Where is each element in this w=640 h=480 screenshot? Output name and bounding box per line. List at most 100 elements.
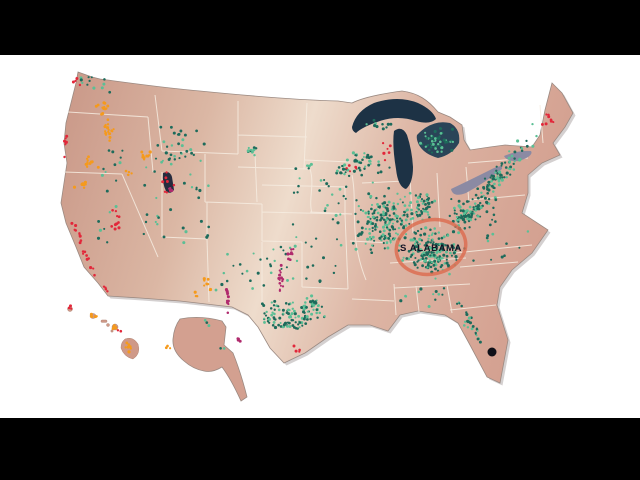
cave-dot <box>382 204 386 208</box>
cave-dot <box>369 238 372 241</box>
cave-dot <box>106 123 110 126</box>
cave-dot <box>420 212 424 215</box>
cave-dot <box>369 160 372 163</box>
cave-dot <box>335 238 339 241</box>
cave-dot <box>355 167 358 170</box>
cave-dot <box>375 218 379 222</box>
cave-dot <box>497 179 501 182</box>
cave-dot <box>476 196 480 200</box>
cave-dot <box>291 324 295 327</box>
cave-dot <box>405 257 409 260</box>
cave-dot <box>465 312 469 317</box>
cave-dot <box>385 207 389 211</box>
cave-dot <box>87 155 90 159</box>
cave-dot <box>401 259 404 262</box>
cave-dot <box>364 165 367 168</box>
cave-dot <box>425 193 429 197</box>
cave-dot <box>376 216 379 219</box>
cave-dot <box>433 259 436 263</box>
cave-dot <box>363 167 366 170</box>
cave-dot <box>486 234 490 238</box>
cave-dot <box>79 78 83 82</box>
cave-dot <box>424 131 427 134</box>
cave-dot <box>357 204 360 208</box>
cave-dot <box>82 182 86 186</box>
cave-dot <box>127 170 131 174</box>
cave-dot <box>414 194 418 197</box>
cave-dot <box>344 197 347 200</box>
cave-dot <box>490 179 493 183</box>
lake-okeechobee <box>487 347 497 357</box>
cave-dot <box>384 221 387 224</box>
cave-dot <box>282 249 285 252</box>
cave-dot <box>102 285 106 288</box>
cave-dot <box>281 325 285 329</box>
cave-dot <box>146 154 150 158</box>
cave-dot <box>443 262 447 265</box>
cave-dot <box>315 308 319 311</box>
cave-dot <box>93 273 96 277</box>
cave-dot <box>382 151 386 155</box>
cave-dot <box>460 304 463 308</box>
cave-dot <box>116 215 119 218</box>
cave-dot <box>92 86 96 90</box>
cave-dot <box>472 208 475 211</box>
cave-dot <box>305 306 308 309</box>
cave-dot <box>381 233 385 237</box>
lake-erie <box>451 166 503 195</box>
cave-dot <box>88 79 91 83</box>
cave-dot <box>500 173 503 177</box>
cave-dot <box>214 288 218 292</box>
cave-dot <box>475 327 478 330</box>
lake-huron <box>416 122 460 158</box>
cave-dot <box>462 214 465 217</box>
cave-dot <box>377 160 380 163</box>
cave-dot <box>125 341 129 345</box>
cave-dot <box>108 211 111 214</box>
cave-dot <box>455 302 459 305</box>
cave-dot <box>442 138 446 142</box>
cave-dot <box>366 237 370 241</box>
cave-dot <box>430 151 434 154</box>
cave-dot <box>414 211 417 214</box>
cave-dot <box>509 165 513 169</box>
cave-dot <box>197 196 201 200</box>
cave-dot <box>389 122 393 126</box>
cave-dot <box>180 144 184 148</box>
cave-dot <box>178 157 181 160</box>
cave-dot <box>164 346 168 350</box>
cave-dot <box>486 239 490 243</box>
cave-dot <box>309 162 313 166</box>
cave-dot <box>71 80 75 84</box>
cave-dot <box>416 250 419 252</box>
cave-dot <box>245 269 249 273</box>
cave-dot <box>531 144 535 148</box>
cave-dot <box>179 129 183 133</box>
cave-dot <box>397 249 400 252</box>
cave-dot <box>451 230 456 234</box>
cave-dot <box>386 122 390 126</box>
cave-dot <box>369 162 372 165</box>
cave-dot <box>387 186 391 190</box>
cave-dot <box>172 183 176 187</box>
cave-dot <box>438 135 441 138</box>
cave-dot <box>74 229 78 232</box>
cave-dot <box>85 157 89 160</box>
cave-dot <box>415 213 419 217</box>
cave-dot <box>184 155 187 158</box>
cave-dot <box>249 279 252 283</box>
cave-dot <box>302 317 306 321</box>
cave-dot <box>398 244 401 247</box>
cave-dot <box>525 139 528 143</box>
cave-dot <box>273 308 276 311</box>
cave-dot <box>368 232 372 235</box>
cave-dot <box>413 263 417 267</box>
cave-dot <box>405 208 409 212</box>
cave-dot <box>369 217 372 220</box>
cave-dot <box>289 314 292 317</box>
cave-dot <box>437 231 440 234</box>
cave-dot <box>513 157 516 160</box>
cave-dot <box>438 255 441 258</box>
cave-dot <box>247 146 250 150</box>
cave-dot <box>104 132 108 136</box>
